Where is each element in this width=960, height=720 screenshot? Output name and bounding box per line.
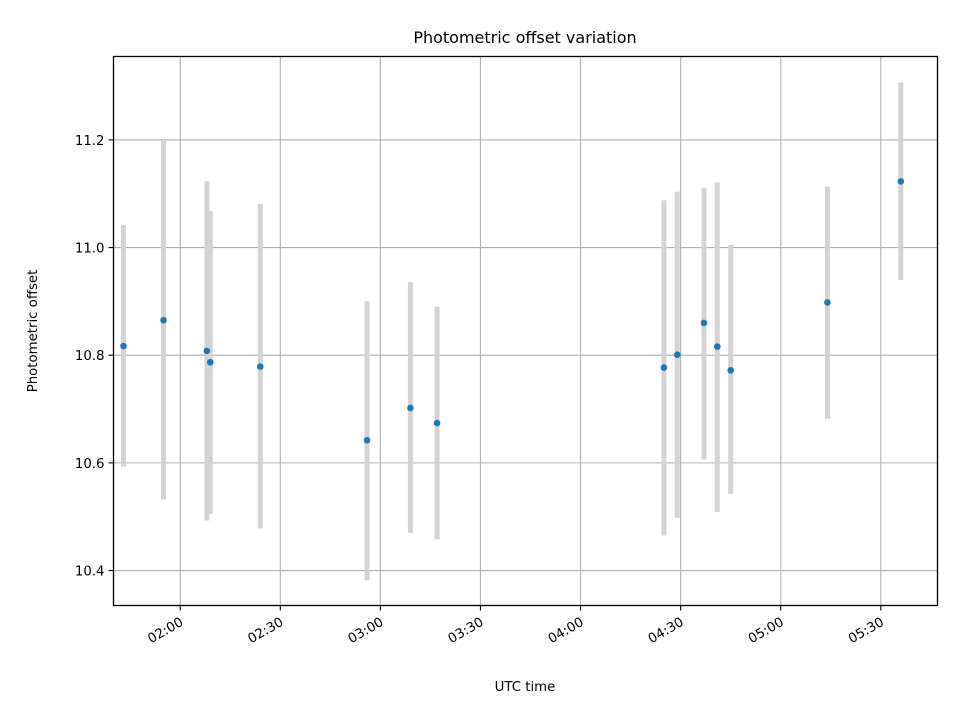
data-point	[673, 351, 681, 358]
y-tick-label: 10.4	[75, 565, 105, 580]
y-tick-label: 10.6	[75, 457, 105, 472]
y-tick-label: 11.0	[75, 242, 105, 257]
data-point	[407, 404, 414, 412]
data-point	[897, 178, 905, 185]
grid-layer	[113, 56, 938, 606]
y-tick-label: 11.2	[75, 134, 105, 149]
data-point	[256, 363, 264, 370]
y-axis-label: Photometric offset	[26, 270, 41, 393]
data-point	[433, 419, 441, 427]
data-point	[660, 364, 668, 371]
data-point	[700, 319, 708, 327]
data-point	[160, 316, 167, 324]
data-point	[203, 347, 211, 355]
data-point	[727, 366, 734, 374]
chart-title: Photometric offset variation	[413, 28, 636, 47]
y-tick-label: 10.8	[75, 349, 105, 364]
data-point	[363, 436, 371, 444]
data-point	[120, 342, 127, 350]
data-point	[714, 343, 721, 350]
data-point	[206, 358, 214, 366]
plot-frame	[112, 55, 939, 607]
data-point	[824, 299, 831, 306]
point-layer	[120, 178, 905, 444]
x-axis-label: UTC time	[495, 680, 556, 695]
